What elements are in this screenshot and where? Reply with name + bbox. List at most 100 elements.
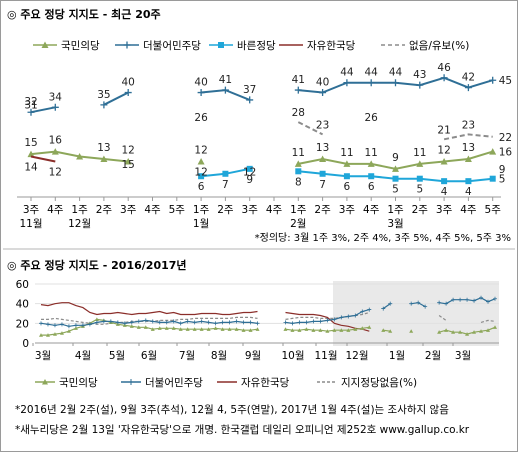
y-tick-label: 20 — [16, 318, 29, 330]
data-label: 43 — [413, 69, 426, 81]
series-point — [246, 165, 253, 172]
data-label: 6 — [198, 181, 205, 193]
series-point — [255, 321, 260, 326]
data-label: 4 — [465, 186, 472, 198]
x-tick-label: 3월 — [455, 350, 471, 362]
data-label: 5 — [392, 184, 399, 196]
data-label: 32 — [24, 96, 37, 108]
series-point — [409, 329, 414, 333]
series-point — [343, 160, 351, 167]
data-label: 11 — [365, 147, 378, 159]
x-tick-label: 2주 — [412, 204, 429, 216]
series-point — [464, 84, 472, 92]
recent-period-highlight — [333, 281, 499, 346]
data-label: 7 — [319, 179, 326, 191]
series-point — [367, 307, 372, 312]
legend-label: 자유한국당 — [307, 40, 356, 52]
series-point — [192, 320, 197, 325]
x-tick-label: 4월 — [75, 350, 91, 362]
series-line — [438, 315, 447, 321]
legend-marker — [218, 42, 224, 48]
series-point — [241, 328, 246, 332]
x-tick-label: 3주 — [339, 204, 356, 216]
series-line — [41, 316, 258, 325]
series-point — [197, 157, 205, 165]
legend-label: 지지정당없음(%) — [341, 376, 417, 389]
series-point — [197, 89, 205, 97]
series-point — [39, 333, 43, 337]
data-label: 4 — [441, 186, 448, 198]
series-point — [192, 327, 197, 331]
series-point — [178, 321, 183, 326]
data-label: 9 — [392, 152, 399, 164]
series-point — [339, 328, 344, 332]
series-point — [311, 328, 316, 332]
series-point — [444, 328, 449, 332]
x-tick-label: 3주 — [23, 204, 40, 216]
series-point — [346, 328, 351, 332]
x-tick-label: 4주 — [47, 204, 64, 216]
data-label: 7 — [222, 179, 229, 191]
x-tick-label: 3주 — [242, 204, 259, 216]
series-point — [213, 326, 218, 330]
x-tick-label: 5주 — [485, 204, 502, 216]
series-point — [367, 160, 375, 167]
data-label: 16 — [499, 147, 513, 159]
series-point — [157, 326, 162, 330]
series-point — [381, 328, 386, 332]
series-point — [479, 295, 484, 300]
series-point — [332, 328, 337, 332]
series-point — [52, 332, 57, 336]
data-label: 8 — [295, 176, 302, 188]
series-point — [171, 326, 176, 330]
series-point — [66, 329, 71, 333]
series-line — [30, 155, 56, 163]
x-tick-label: 3월 — [35, 350, 51, 362]
data-label: 11 — [292, 147, 305, 159]
legend-label: 국민의당 — [61, 40, 100, 52]
x-tick-label: 12월 — [345, 350, 368, 362]
series-point — [66, 324, 71, 329]
series-line — [41, 318, 258, 336]
series-point — [339, 315, 344, 320]
series-point — [39, 321, 43, 326]
data-label: 6 — [344, 181, 351, 193]
series-point — [416, 160, 424, 167]
series-point — [94, 320, 99, 325]
series-point — [185, 319, 190, 324]
data-label: 26 — [194, 112, 208, 124]
data-label: 13 — [97, 142, 110, 154]
data-label: 44 — [340, 67, 354, 79]
series-point — [185, 327, 190, 331]
series-point — [388, 329, 393, 333]
x-tick-label: 1주 — [290, 204, 307, 216]
series-point — [440, 74, 448, 82]
series-point — [465, 332, 470, 336]
series-point — [441, 178, 448, 185]
series-point — [248, 320, 253, 325]
series-point — [73, 326, 78, 330]
data-label: 11 — [340, 147, 353, 159]
footer-note-2: *새누리당은 2월 13일 '자유한국당'으로 개명. 한국갤럽 데일리 오피니… — [15, 423, 470, 436]
series-point — [220, 320, 225, 325]
series-point — [59, 331, 64, 335]
series-point — [493, 296, 497, 301]
series-point — [325, 318, 330, 323]
series-point — [248, 328, 253, 332]
data-label: 21 — [437, 124, 450, 136]
data-label: 31 — [24, 100, 37, 112]
series-point — [493, 325, 497, 329]
x-tick-label: 3주 — [120, 204, 137, 216]
series-point — [206, 320, 211, 325]
series-line — [103, 91, 129, 106]
legend-marker — [123, 41, 131, 49]
series-point — [59, 322, 64, 327]
series-point — [143, 325, 148, 329]
series-point — [87, 322, 92, 327]
series-point — [343, 79, 351, 87]
series-point — [80, 323, 85, 328]
series-point — [222, 170, 229, 177]
x-tick-label: 5월 — [109, 350, 125, 362]
series-point — [489, 175, 496, 182]
series-point — [157, 320, 162, 325]
